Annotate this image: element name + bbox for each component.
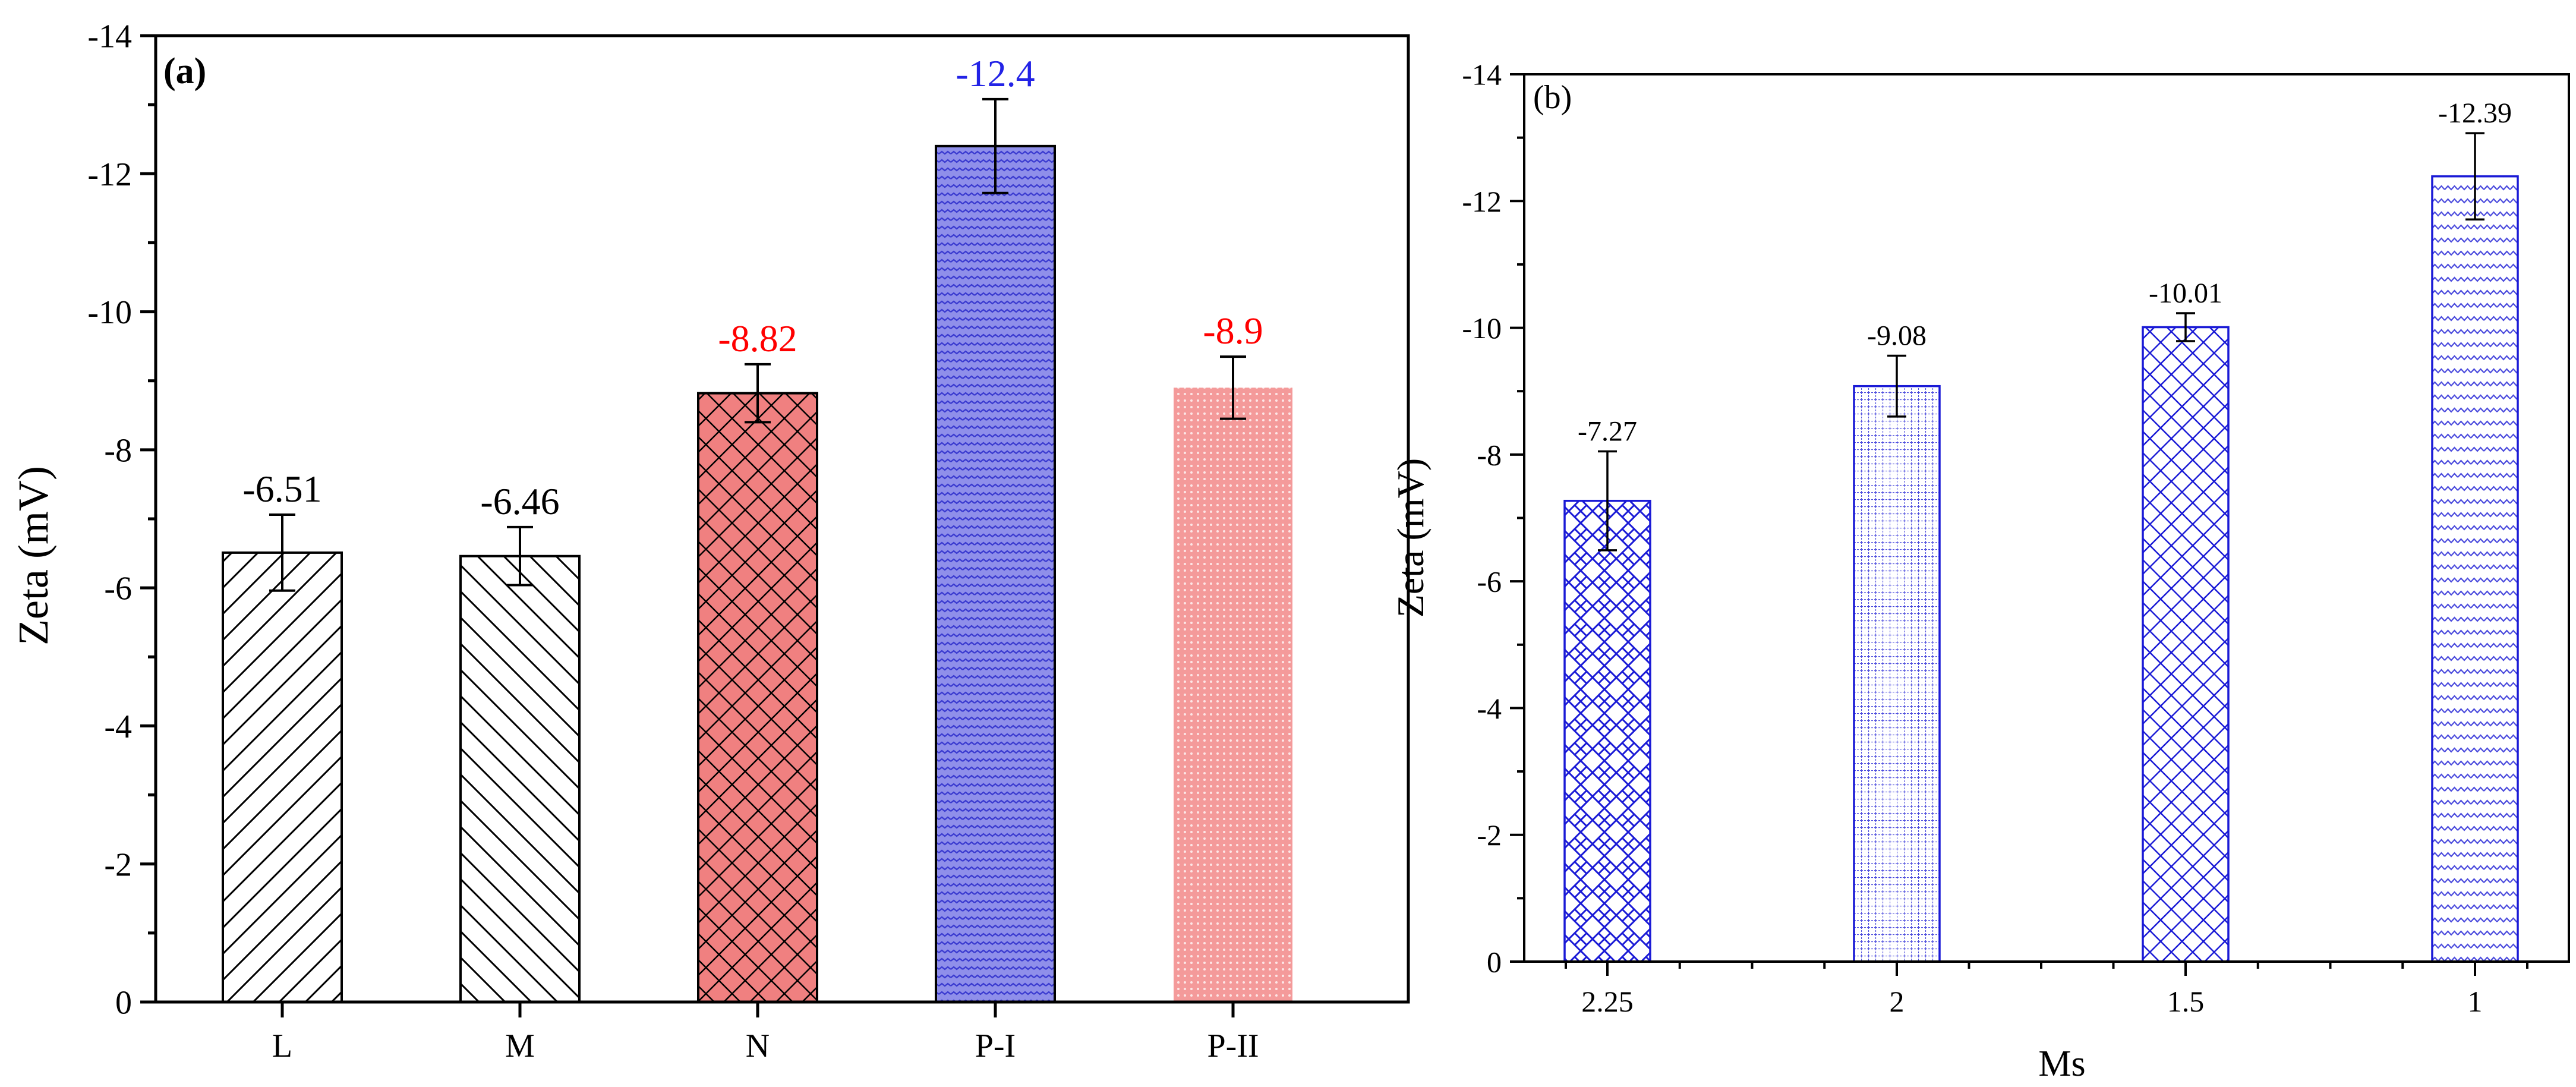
y-tick-label: -12 [87,156,132,193]
x-tick-label: M [505,1028,535,1064]
value-label: -9.08 [1867,320,1927,351]
error-bar [982,97,1008,194]
bar-2 [1853,385,1941,963]
x-tick-label: 2 [1890,985,1905,1018]
y-tick-label: 0 [1487,946,1502,979]
y-tick-label: -8 [104,432,132,469]
panel-label: (a) [163,51,206,92]
error-bar [2465,132,2484,220]
panel-b: Zeta (mV) (b) Ms -7.27-9.08-10.01-12.39 … [1389,58,2570,1084]
value-label: -12.39 [2438,97,2512,129]
y-axis-title: Zeta (mV) [1389,458,1432,617]
y-tick-label: -12 [1462,185,1502,218]
y-tick-label: -6 [1477,565,1502,598]
x-tick-label: P-II [1207,1028,1259,1064]
y-tick-label: -14 [87,18,132,55]
y-tick-label: -14 [1462,58,1502,92]
y-tick-label: -10 [1462,311,1502,345]
y-tick-label: -2 [104,846,132,883]
bar-m [459,554,581,1003]
y-axis-title: Zeta (mV) [10,466,57,645]
value-label: -12.4 [956,52,1035,94]
value-label: -6.51 [242,468,321,510]
value-label: -6.46 [480,480,559,522]
x-tick-label: L [272,1028,292,1064]
error-bar [1598,450,1617,552]
x-tick-label: 1 [2468,985,2483,1018]
y-tick-label: 0 [115,985,132,1022]
bar-1-5 [2142,326,2230,963]
bar-p-i [935,144,1056,1003]
error-bar [269,513,295,592]
y-tick-label: -6 [104,571,132,607]
error-bar [2176,312,2195,342]
value-label: -7.27 [1578,416,1637,448]
bar-1 [2431,175,2519,963]
bar-p-ii [1174,387,1292,1002]
plot-frame [154,34,1410,1004]
value-label: -10.01 [2149,278,2222,309]
panel-label: (b) [1533,79,1572,116]
x-tick-label: 2.25 [1581,985,1634,1018]
error-bar [745,363,771,424]
error-bar [1220,355,1246,420]
bar-2-25 [1563,499,1651,963]
x-axis-title: Ms [2038,1044,2085,1084]
value-label: -8.9 [1203,310,1263,352]
y-tick-label: -8 [1477,438,1502,471]
panel-a: Zeta (mV) (a) -6.51 -6.46 -8.82 -12.4 -8.9 0… [10,18,1410,1064]
y-tick-label: -4 [104,708,132,745]
bar-l [222,551,343,1003]
y-tick-label: -4 [1477,692,1502,725]
x-tick-label: N [746,1028,770,1064]
y-tick-label: -2 [1477,818,1502,852]
error-bar [507,525,533,587]
bar-n [697,392,818,1003]
error-bar [1887,354,1906,418]
y-tick-label: -10 [87,294,132,331]
x-tick-label: 1.5 [2167,985,2205,1018]
x-tick-label: P-I [975,1028,1016,1064]
value-label: -8.82 [718,317,797,360]
plot-frame [1523,73,2570,963]
